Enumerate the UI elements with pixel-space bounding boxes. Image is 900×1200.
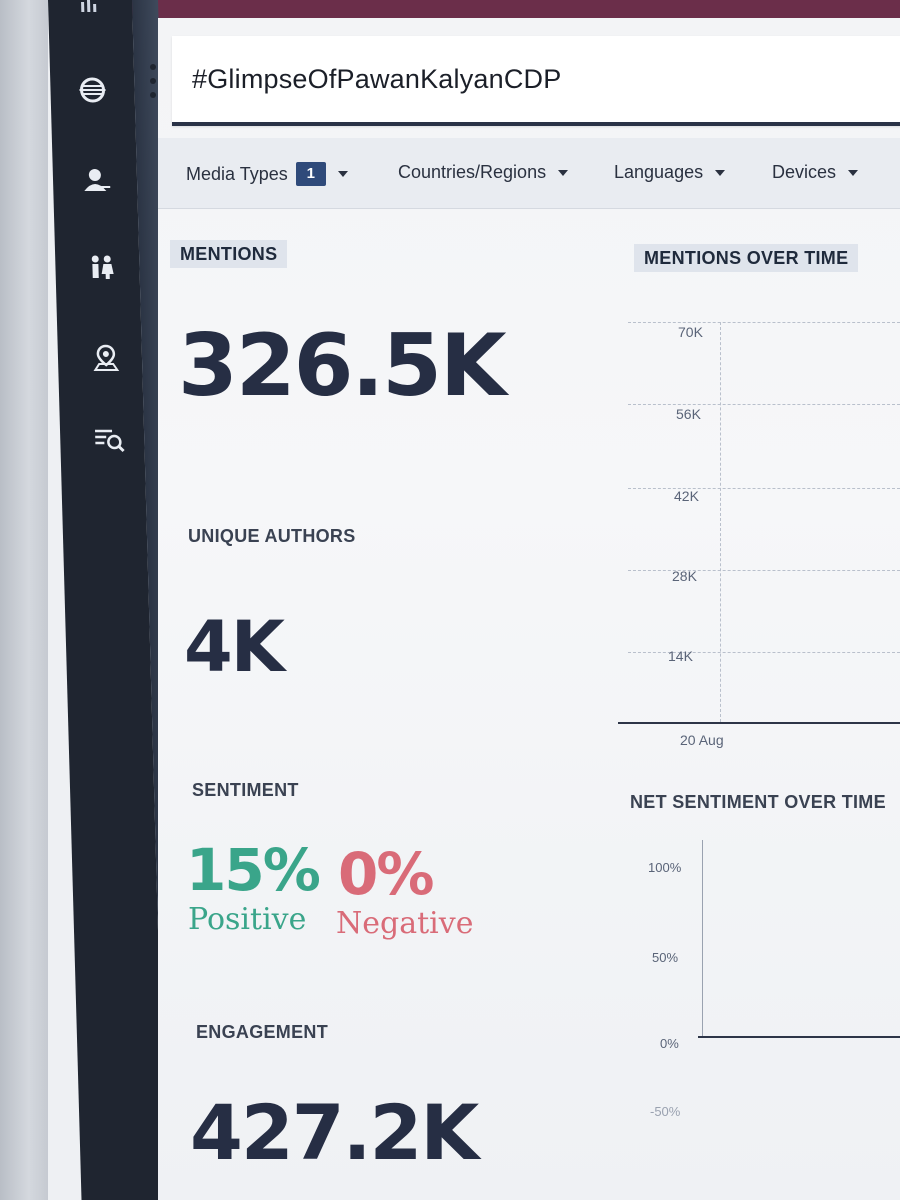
gridline (628, 570, 900, 571)
sentiment-negative-value: 0% (338, 840, 434, 908)
vertical-gridline (720, 322, 721, 722)
y-tick-label: -50% (650, 1104, 681, 1119)
chevron-down-icon (848, 169, 859, 176)
top-accent-bar (132, 0, 900, 18)
mentions-label: MENTIONS (170, 240, 288, 268)
y-tick-label: 100% (648, 860, 682, 875)
filter-bar: Media Types 1 Countries/Regions Language… (158, 138, 900, 209)
chevron-down-icon (558, 169, 569, 176)
user-icon[interactable] (77, 162, 118, 198)
main-content: #GlimpseOfPawanKalyanCDP Media Types 1 C… (150, 18, 900, 1200)
engagement-value: 427.2K (190, 1088, 479, 1177)
y-tick-label: 56K (676, 406, 701, 422)
map-pin-icon[interactable] (85, 340, 126, 376)
zero-line (698, 1036, 900, 1038)
y-axis-line (702, 840, 703, 1036)
sentiment-positive-value: 15% (186, 836, 321, 904)
sentiment-positive-label: Positive (188, 902, 307, 937)
y-tick-label: 70K (678, 324, 703, 340)
filter-languages[interactable]: Languages (614, 162, 726, 183)
gridline (628, 322, 900, 323)
search-query[interactable]: #GlimpseOfPawanKalyanCDP (192, 64, 562, 94)
unique-authors-label: UNIQUE AUTHORS (188, 526, 356, 546)
mentions-over-time-title: MENTIONS OVER TIME (634, 244, 859, 272)
filter-media-types-label: Media Types (186, 163, 288, 184)
list-search-icon[interactable] (90, 422, 131, 458)
filter-devices[interactable]: Devices (772, 162, 859, 183)
filter-media-types[interactable]: Media Types 1 (186, 162, 348, 186)
y-tick-label: 50% (652, 950, 679, 965)
globe-icon[interactable] (72, 72, 113, 108)
sentiment-negative-label: Negative (336, 906, 474, 941)
y-tick-label: 14K (668, 648, 693, 664)
users-icon[interactable] (81, 250, 122, 286)
x-tick-label: 20 Aug (680, 732, 724, 748)
y-tick-label: 0% (660, 1036, 679, 1051)
filter-countries-label: Countries/Regions (398, 162, 547, 182)
y-tick-label: 42K (674, 488, 699, 504)
chevron-down-icon (715, 169, 726, 176)
sentiment-label: SENTIMENT (192, 780, 299, 800)
y-tick-label: 28K (672, 568, 697, 584)
gridline (628, 488, 900, 489)
net-sentiment-over-time-title: NET SENTIMENT OVER TIME (630, 792, 886, 812)
monitor-bezel (0, 0, 48, 1200)
sidebar (48, 0, 166, 1200)
kebab-menu-icon[interactable] (148, 64, 158, 98)
mentions-value: 326.5K (178, 316, 507, 416)
chevron-down-icon (337, 171, 348, 177)
filter-devices-label: Devices (772, 162, 837, 182)
unique-authors-value: 4K (184, 606, 285, 688)
media-types-count-badge: 1 (295, 162, 326, 186)
filter-languages-label: Languages (614, 162, 704, 182)
x-axis-line (618, 722, 900, 724)
filter-countries[interactable]: Countries/Regions (398, 162, 569, 183)
engagement-label: ENGAGEMENT (196, 1022, 329, 1042)
gridline (628, 652, 900, 653)
gridline (628, 404, 900, 405)
search-bar[interactable]: #GlimpseOfPawanKalyanCDP (150, 36, 900, 126)
bar-chart-icon[interactable] (70, 0, 111, 22)
